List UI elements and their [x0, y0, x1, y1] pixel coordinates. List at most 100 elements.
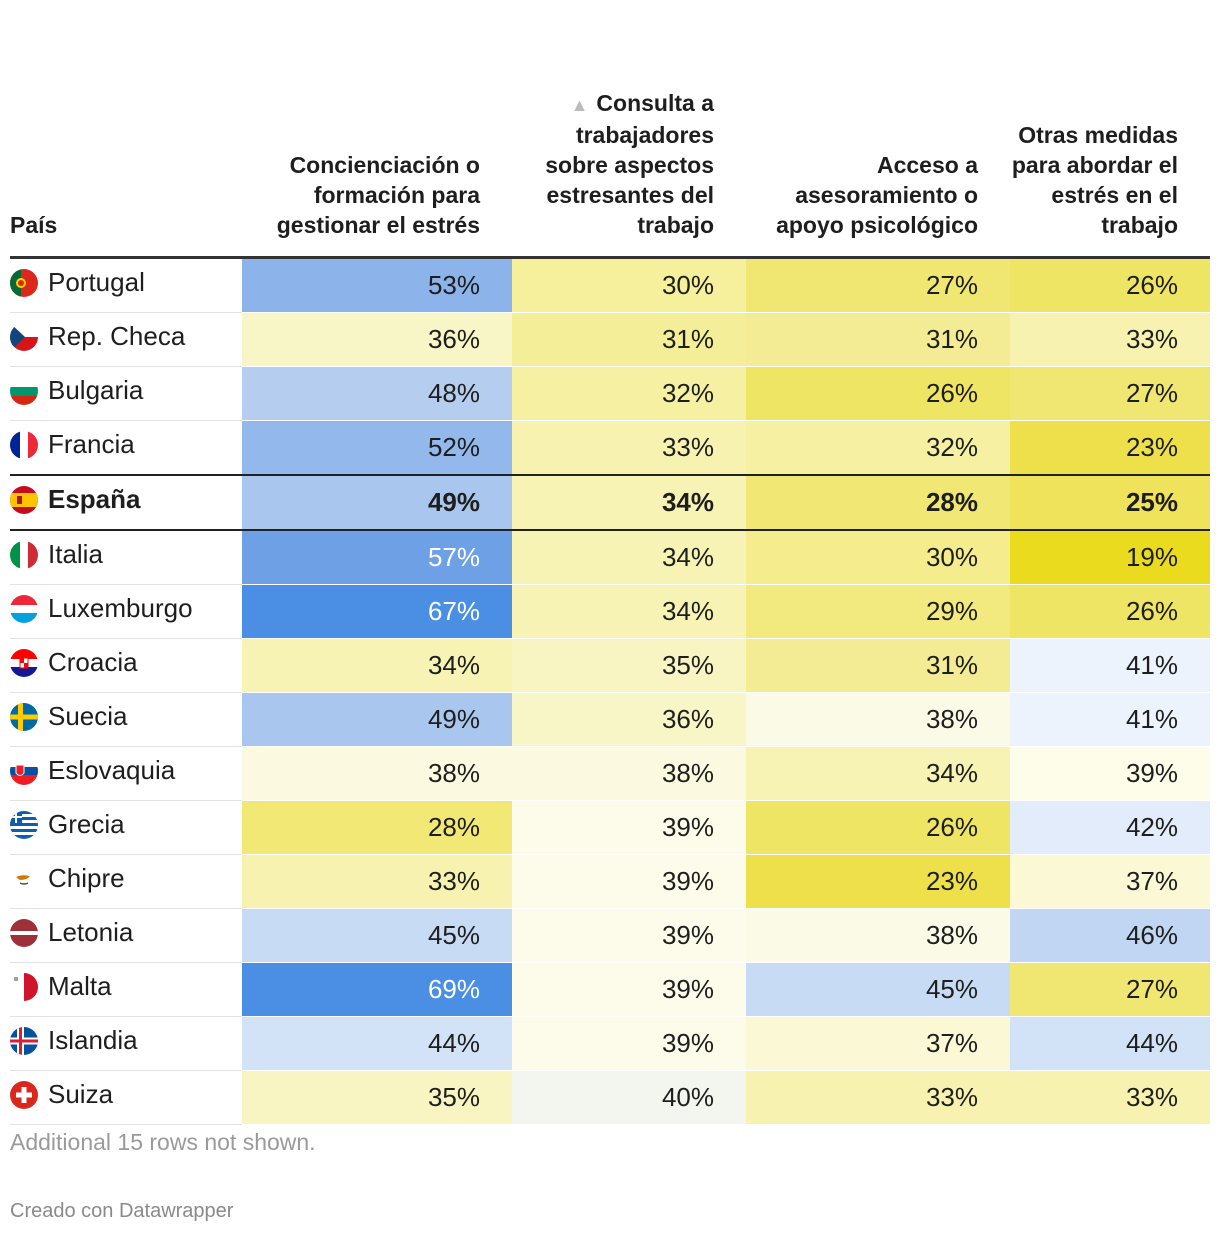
- country-name: Eslovaquia: [48, 755, 176, 786]
- country-cell-bulgaria: Bulgaria: [10, 366, 242, 421]
- flag-chipre-icon: [10, 864, 38, 893]
- flag-malta-icon: [10, 972, 38, 1001]
- table-row: Chipre 33% 39% 23% 37%: [10, 854, 1210, 909]
- credit-line: Creado con Datawrapper: [10, 1200, 234, 1222]
- flag-letonia-icon: [10, 918, 38, 947]
- value-cell: 34%: [242, 638, 512, 693]
- country-cell-francia: Francia: [10, 420, 242, 476]
- column-header-consultation[interactable]: ▲ Consulta a trabajadores sobre aspectos …: [512, 40, 746, 259]
- table-row: Eslovaquia 38% 38% 34% 39%: [10, 746, 1210, 801]
- column-header-country[interactable]: País: [10, 40, 242, 259]
- country-cell-suiza: Suiza: [10, 1070, 242, 1125]
- value-cell: 49%: [242, 474, 512, 531]
- column-header-other[interactable]: Otras medidas para abordar el estrés en …: [1010, 40, 1210, 259]
- column-header-counselling[interactable]: Acceso a asesoramiento o apoyo psicológi…: [746, 40, 1010, 259]
- value-cell: 40%: [512, 1070, 746, 1125]
- country-cell-islandia: Islandia: [10, 1016, 242, 1071]
- value-cell: 57%: [242, 530, 512, 585]
- value-cell: 33%: [242, 854, 512, 909]
- header-row: País Concienciación o formación para ges…: [10, 40, 1210, 259]
- country-cell-italia: Italia: [10, 530, 242, 585]
- value-cell: 39%: [512, 1016, 746, 1071]
- value-cell: 38%: [746, 908, 1010, 963]
- flag-bulgaria-icon: [10, 376, 38, 405]
- table-row: Croacia 34% 35% 31% 41%: [10, 638, 1210, 693]
- flag-islandia-icon: [10, 1026, 38, 1055]
- value-cell: 39%: [1010, 746, 1210, 801]
- table-row: Francia 52% 33% 32% 23%: [10, 420, 1210, 476]
- value-cell: 49%: [242, 692, 512, 747]
- country-cell-grecia: Grecia: [10, 800, 242, 855]
- country-cell-rep-checa: Rep. Checa: [10, 312, 242, 367]
- table-row: Italia 57% 34% 30% 19%: [10, 530, 1210, 585]
- flag-grecia-icon: [10, 810, 38, 839]
- value-cell: 33%: [512, 420, 746, 476]
- sort-ascending-icon[interactable]: ▲: [570, 95, 589, 115]
- value-cell: 27%: [1010, 962, 1210, 1017]
- country-name: Suecia: [48, 701, 128, 732]
- country-cell-portugal: Portugal: [10, 257, 242, 313]
- value-cell: 41%: [1010, 638, 1210, 693]
- value-cell: 39%: [512, 854, 746, 909]
- table-row: Suiza 35% 40% 33% 33%: [10, 1070, 1210, 1125]
- table-row: Portugal 53% 30% 27% 26%: [10, 257, 1210, 313]
- value-cell: 44%: [1010, 1016, 1210, 1071]
- table-body: Portugal 53% 30% 27% 26% Rep. Checa 36% 31% 31% 3…: [10, 257, 1210, 1125]
- country-cell-croacia: Croacia: [10, 638, 242, 693]
- value-cell: 36%: [242, 312, 512, 367]
- value-cell: 23%: [746, 854, 1010, 909]
- flag-suiza-icon: [10, 1080, 38, 1109]
- value-cell: 69%: [242, 962, 512, 1017]
- value-cell: 33%: [746, 1070, 1010, 1125]
- value-cell: 35%: [242, 1070, 512, 1125]
- value-cell: 30%: [746, 530, 1010, 585]
- value-cell: 28%: [242, 800, 512, 855]
- country-name: Malta: [48, 971, 112, 1002]
- value-cell: 42%: [1010, 800, 1210, 855]
- value-cell: 67%: [242, 584, 512, 639]
- column-header-awareness[interactable]: Concienciación o formación para gestiona…: [242, 40, 512, 259]
- flag-croacia-icon: [10, 648, 38, 677]
- table-row: España 49% 34% 28% 25%: [10, 474, 1210, 531]
- value-cell: 28%: [746, 474, 1010, 531]
- country-name: Luxemburgo: [48, 593, 193, 624]
- value-cell: 33%: [1010, 312, 1210, 367]
- country-name: Suiza: [48, 1079, 114, 1110]
- value-cell: 34%: [512, 474, 746, 531]
- value-cell: 27%: [746, 257, 1010, 313]
- value-cell: 37%: [746, 1016, 1010, 1071]
- flag-italia-icon: [10, 540, 38, 569]
- value-cell: 53%: [242, 257, 512, 313]
- value-cell: 41%: [1010, 692, 1210, 747]
- country-name: Rep. Checa: [48, 321, 186, 352]
- country-cell-eslovaquia: Eslovaquia: [10, 746, 242, 801]
- country-name: Portugal: [48, 267, 145, 298]
- value-cell: 34%: [746, 746, 1010, 801]
- country-name: España: [48, 484, 141, 515]
- value-cell: 34%: [512, 584, 746, 639]
- value-cell: 38%: [512, 746, 746, 801]
- country-cell-malta: Malta: [10, 962, 242, 1017]
- value-cell: 32%: [746, 420, 1010, 476]
- value-cell: 29%: [746, 584, 1010, 639]
- flag-rep-checa-icon: [10, 322, 38, 351]
- table-row: Luxemburgo 67% 34% 29% 26%: [10, 584, 1210, 639]
- value-cell: 38%: [746, 692, 1010, 747]
- value-cell: 31%: [746, 638, 1010, 693]
- flag-francia-icon: [10, 430, 38, 459]
- value-cell: 26%: [1010, 584, 1210, 639]
- value-cell: 48%: [242, 366, 512, 421]
- table-row: Bulgaria 48% 32% 26% 27%: [10, 366, 1210, 421]
- flag-suecia-icon: [10, 702, 38, 731]
- value-cell: 38%: [242, 746, 512, 801]
- value-cell: 26%: [1010, 257, 1210, 313]
- value-cell: 44%: [242, 1016, 512, 1071]
- flag-eslovaquia-icon: [10, 756, 38, 785]
- table-row: Suecia 49% 36% 38% 41%: [10, 692, 1210, 747]
- value-cell: 39%: [512, 800, 746, 855]
- table-row: Rep. Checa 36% 31% 31% 33%: [10, 312, 1210, 367]
- value-cell: 33%: [1010, 1070, 1210, 1125]
- value-cell: 23%: [1010, 420, 1210, 476]
- flag-portugal-icon: [10, 268, 38, 297]
- country-name: Islandia: [48, 1025, 138, 1056]
